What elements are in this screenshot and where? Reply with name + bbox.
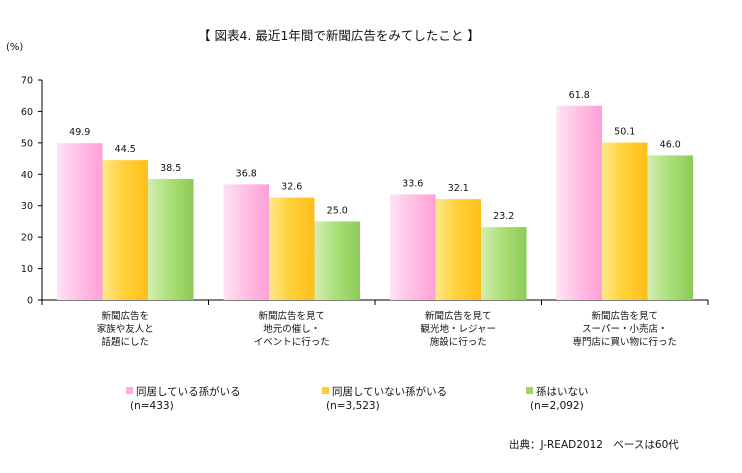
- bar-3-3: [481, 227, 527, 300]
- y-tick-label: 0: [27, 296, 33, 307]
- y-tick-label: 40: [21, 170, 33, 181]
- bar-2-3: [435, 199, 481, 300]
- category-label-line: 観光地・レジャー: [420, 324, 497, 335]
- category-label-line: 新聞広告を: [101, 311, 149, 322]
- data-label: 32.6: [281, 182, 302, 193]
- category-label-line: 家族や友人と: [96, 324, 154, 335]
- data-label: 33.6: [402, 178, 423, 189]
- data-label: 32.1: [448, 183, 469, 194]
- y-tick-label: 30: [21, 201, 33, 212]
- legend-item: 孫はいない (n=2,092): [526, 385, 589, 413]
- bar-3-1: [148, 179, 194, 300]
- data-label: 46.0: [660, 139, 681, 150]
- bar-1-4: [556, 105, 602, 301]
- y-tick-label: 10: [21, 264, 33, 275]
- source-note: 出典：J-READ2012 ベースは60代: [509, 439, 679, 451]
- bar-2-1: [102, 160, 148, 300]
- legend-label: 孫はいない: [536, 386, 589, 398]
- data-label: 38.5: [160, 163, 181, 174]
- y-tick-label: 50: [21, 138, 33, 149]
- category-label: 新聞広告を見て スーパー・小売店・ 専門店に買い物に行った: [540, 310, 710, 349]
- bar-3-4: [647, 155, 693, 300]
- bar-1-3: [390, 194, 436, 300]
- bar-2-2: [269, 197, 315, 300]
- legend-item: 同居していない孫がいる (n=3,523): [322, 385, 447, 413]
- category-label-line: 地元の催し・: [263, 324, 321, 335]
- data-label: 36.8: [236, 168, 257, 179]
- legend-swatch: [126, 387, 133, 394]
- y-tick-label: 20: [21, 233, 33, 244]
- bar-3-2: [314, 221, 360, 300]
- data-label: 61.8: [569, 90, 590, 101]
- category-label-line: スーパー・小売店・: [582, 324, 668, 335]
- legend-label: 同居している孫がいる: [136, 386, 241, 398]
- category-label: 新聞広告を見て 地元の催し・ イベントに行った: [207, 310, 377, 349]
- legend-sample-size: (n=433): [130, 400, 174, 412]
- category-label-line: イベントに行った: [253, 337, 330, 348]
- legend-sample-size: (n=3,523): [326, 400, 380, 412]
- data-label: 50.1: [614, 127, 635, 138]
- data-label: 49.9: [69, 127, 90, 138]
- category-label-line: 施設に行った: [429, 337, 487, 348]
- legend-swatch: [322, 387, 329, 394]
- legend-sample-size: (n=2,092): [530, 400, 584, 412]
- category-label-line: 話題にした: [101, 337, 149, 348]
- y-tick-label: 60: [21, 107, 33, 118]
- bar-1-1: [57, 143, 103, 300]
- category-label-line: 新聞広告を見て: [424, 311, 492, 322]
- bar-1-2: [223, 184, 269, 300]
- category-label-line: 新聞広告を見て: [591, 311, 658, 322]
- category-label: 新聞広告を家族や友人と 話題にした: [40, 310, 210, 349]
- y-tick-label: 70: [21, 76, 33, 87]
- category-label-line: 専門店に買い物に行った: [572, 337, 677, 348]
- bar-2-4: [602, 142, 648, 300]
- category-label-line: 新聞広告を見て: [258, 311, 325, 322]
- y-axis-unit: (%): [6, 42, 24, 53]
- data-label: 23.2: [493, 211, 514, 222]
- legend-swatch: [526, 387, 533, 394]
- chart-title: 【 図表4. 最近1年間で新聞広告をみてしたこと 】: [198, 28, 480, 43]
- data-label: 25.0: [327, 205, 348, 216]
- legend-label: 同居していない孫がいる: [332, 386, 448, 398]
- data-label: 44.5: [115, 144, 136, 155]
- legend-item: 同居している孫がいる (n=433): [126, 385, 241, 413]
- category-label: 新聞広告を見て 観光地・レジャー 施設に行った: [373, 310, 543, 349]
